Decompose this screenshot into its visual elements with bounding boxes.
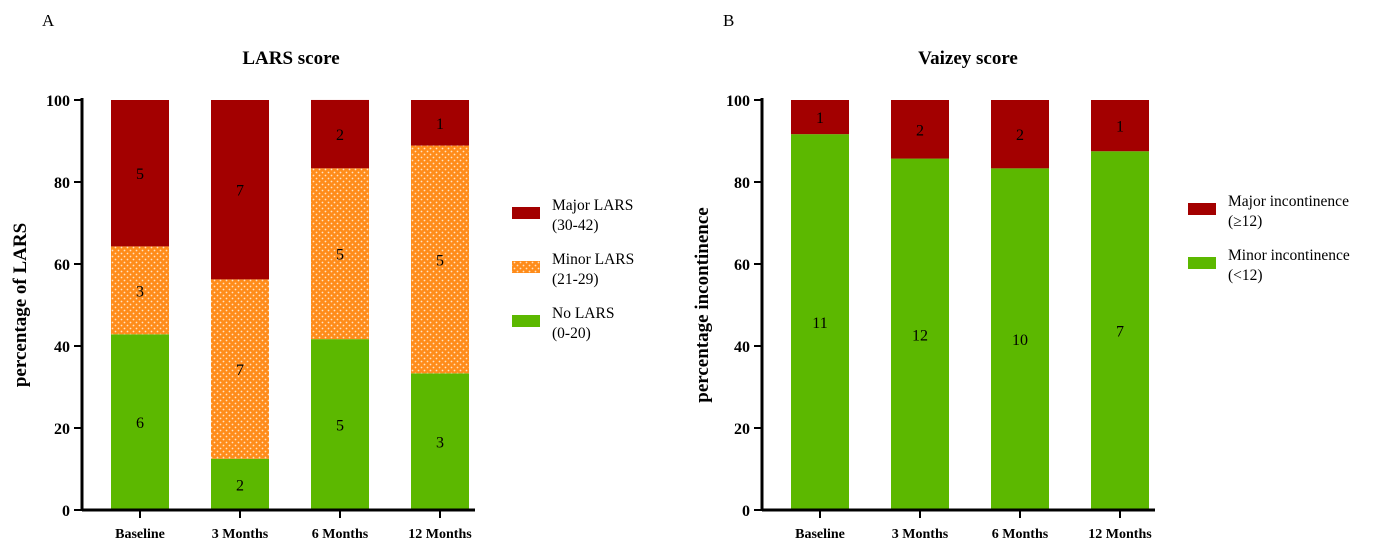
data-label: 7 [236,362,244,379]
bar-segment [311,339,369,510]
legend-label: Major incontinence [1228,193,1349,210]
data-label: 7 [1116,324,1124,341]
legend-label: Major LARS [552,197,633,214]
legend-label: (≥12) [1228,213,1262,230]
data-label: 1 [1116,119,1124,136]
y-tick-label: 60 [54,257,70,274]
data-label: 2 [916,122,924,139]
legend-swatch [1188,203,1216,215]
bar-segment [211,458,269,510]
y-tick-label: 100 [46,93,70,110]
bar-segment [111,246,169,335]
data-label: 12 [912,327,928,344]
data-label: 5 [336,418,344,435]
data-label: 1 [436,116,444,133]
data-label: 3 [436,435,444,452]
y-tick-label: 60 [734,257,750,274]
data-label: 11 [812,315,827,332]
legend-label: (30-42) [552,217,599,234]
bar-segment [111,334,169,510]
bar-segment [211,279,269,459]
legend-label: (21-29) [552,271,599,288]
x-tick-label: Baseline [115,527,165,541]
y-tick-label: 0 [62,503,70,520]
chart-panel-a: A LARS score percentage of LARS 6 3 5 Baseline… [10,11,634,541]
data-label: 2 [336,127,344,144]
y-axis-title: percentage of LARS [10,223,31,387]
y-tick-label: 40 [54,339,70,356]
x-tick-label: Baseline [795,527,845,541]
data-label: 7 [236,183,244,200]
legend-label: No LARS [552,305,614,322]
y-tick-label: 20 [734,421,750,438]
legend-swatch [512,315,540,327]
y-axis-title: percentage incontinence [692,207,713,402]
chart-title: LARS score [242,48,339,69]
bar-segment [991,100,1049,169]
y-tick-label: 80 [54,175,70,192]
panel-letter: A [42,11,55,30]
x-tick-label: 6 Months [312,527,369,541]
y-tick-label: 80 [734,175,750,192]
bar-segment [311,168,369,340]
legend-label: Minor incontinence [1228,247,1350,264]
bar-segment [1091,100,1149,152]
bar-segment [791,134,849,510]
legend-label: (0-20) [552,325,591,342]
x-tick-label: 3 Months [892,527,949,541]
data-label: 2 [236,477,244,494]
panel-letter: B [723,11,734,30]
x-tick-label: 12 Months [1088,527,1152,541]
bar-segment [791,100,849,135]
y-tick-label: 100 [726,93,750,110]
chart-title: Vaizey score [918,48,1018,69]
legend-swatch [1188,257,1216,269]
bar-segment [311,99,369,169]
bar-segment [411,145,469,374]
bar-segment [991,168,1049,511]
x-tick-label: 6 Months [992,527,1049,541]
data-label: 3 [136,283,144,300]
y-tick-label: 0 [742,503,750,520]
x-tick-label: 3 Months [212,527,269,541]
legend-label: Minor LARS [552,251,634,268]
y-tick-label: 40 [734,339,750,356]
data-label: 10 [1012,332,1028,349]
data-label: 2 [1016,127,1024,144]
data-label: 5 [336,247,344,264]
legend-label: (<12) [1228,267,1263,284]
x-tick-label: 12 Months [408,527,472,541]
bar-segment [1091,151,1149,510]
data-label: 6 [136,415,144,432]
legend-swatch [512,261,540,273]
data-label: 5 [136,166,144,183]
data-label: 5 [436,252,444,269]
bar-segment [411,100,469,146]
bar-segment [891,158,949,511]
bar-segment [411,373,469,510]
data-label: 1 [816,110,824,127]
bar-segment [891,100,949,159]
bar-segment [211,100,269,280]
legend-swatch [512,207,540,219]
y-tick-label: 20 [54,421,70,438]
bar-segment [111,100,169,247]
